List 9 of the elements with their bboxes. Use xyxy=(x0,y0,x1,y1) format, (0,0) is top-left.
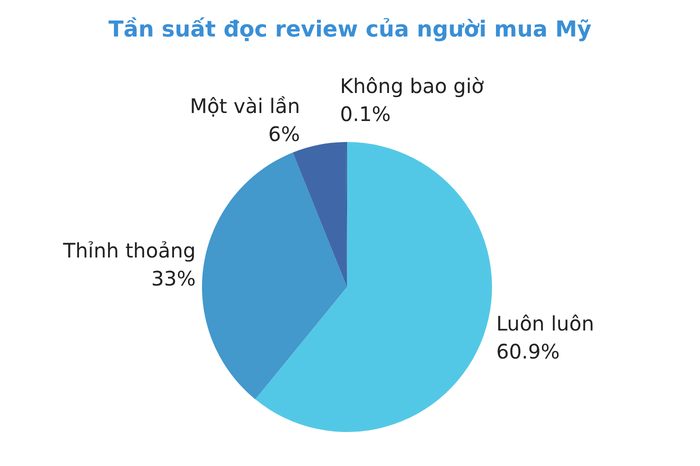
data-label: 6% xyxy=(268,122,300,146)
data-label: 60.9% xyxy=(496,340,560,364)
slice-label: Không bao giờ xyxy=(340,74,485,98)
slice-label: Thỉnh thoảng xyxy=(62,238,196,262)
slice-label: Luôn luôn xyxy=(496,312,594,336)
chart-title: Tần suất đọc review của người mua Mỹ xyxy=(108,16,592,42)
slice-label: Một vài lần xyxy=(190,94,300,118)
data-label: 0.1% xyxy=(340,102,391,126)
data-label: 33% xyxy=(151,266,196,290)
